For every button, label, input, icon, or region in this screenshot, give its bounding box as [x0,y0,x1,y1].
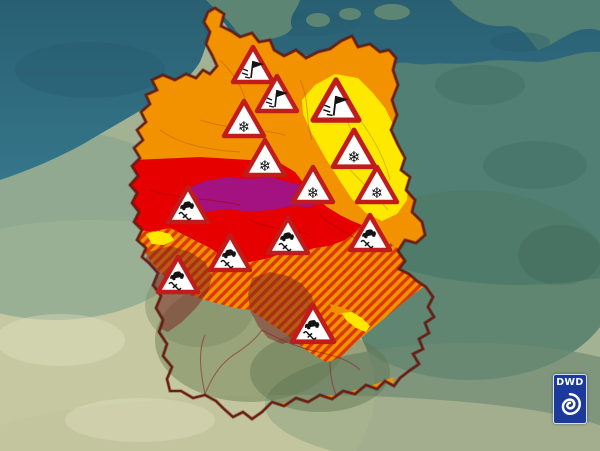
warning-triangles-layer: ❄ ❄ ❄ ❄ ❄ [155,44,400,345]
warning-triangle-slippery [347,212,393,253]
region-violet-band [178,177,322,212]
wind-icon [323,95,349,117]
slippery-road-icon [360,229,377,249]
slippery-road-icon [278,232,295,252]
snowflake-icon: ❄ [307,184,320,202]
snowflake-icon: ❄ [371,184,384,202]
dwd-logo-text: DWD [556,377,584,388]
slippery-road-icon [168,271,185,291]
warning-triangle-snow: ❄ [354,164,400,205]
snowflake-icon: ❄ [259,157,272,175]
slippery-road-icon [302,320,320,340]
region-yellow-west-patch [146,231,174,245]
sea-north-baltic [0,0,600,180]
snowflake-icon: ❄ [238,118,251,136]
wind-icon [265,89,288,108]
region-yellow-east-streak [342,312,370,332]
wind-icon [241,60,264,79]
snowflake-icon: ❄ [347,148,360,167]
warning-triangle-snow: ❄ [290,164,336,205]
warning-triangle-slippery [265,215,311,256]
slippery-road-icon [220,249,237,269]
dwd-spiral-icon [561,393,581,415]
warning-triangle-slippery [155,254,201,295]
warning-triangle-snow: ❄ [221,98,267,139]
warning-triangle-slippery [165,184,211,225]
warning-triangle-snow: ❄ [330,127,378,170]
warning-triangle-wind [230,44,276,85]
region-darkred-southcentral [248,272,315,344]
warning-triangle-wind [310,77,362,123]
denmark-land [206,0,300,44]
dwd-logo: DWD [553,374,587,424]
warning-triangle-slippery [289,302,337,345]
warning-triangle-slippery [207,232,253,273]
warning-triangle-snow: ❄ [242,137,288,178]
warning-triangle-wind [254,73,300,114]
slippery-road-icon [178,201,195,221]
